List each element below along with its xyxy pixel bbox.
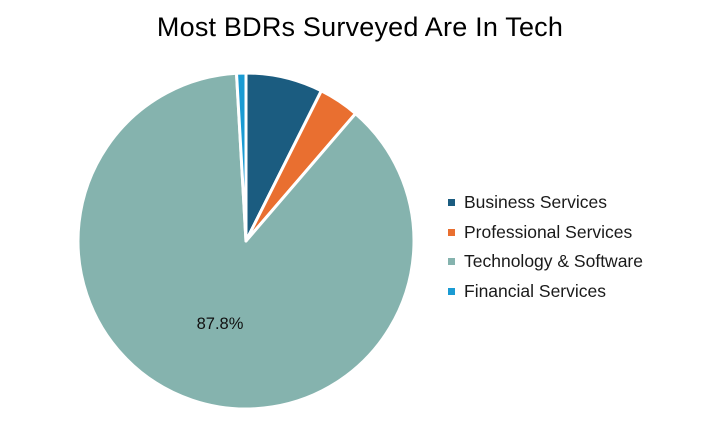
legend-item: Technology & Software [448,247,643,277]
legend-label: Business Services [464,192,607,213]
legend-item: Professional Services [448,218,643,248]
legend-swatch [448,199,455,207]
data-label: 87.8% [197,315,244,333]
legend-label: Professional Services [464,221,633,242]
legend-item: Financial Services [448,277,643,307]
pie-slice-financial-services [235,71,248,243]
legend-swatch [448,287,455,295]
legend-item: Business Services [448,188,643,218]
chart-title: Most BDRs Surveyed Are In Tech [156,12,564,42]
legend-swatch [448,228,455,236]
legend-label: Technology & Software [464,251,643,272]
legend: Business Services Professional Services Te… [448,188,643,306]
legend-swatch [448,258,455,266]
legend-label: Financial Services [464,280,606,301]
